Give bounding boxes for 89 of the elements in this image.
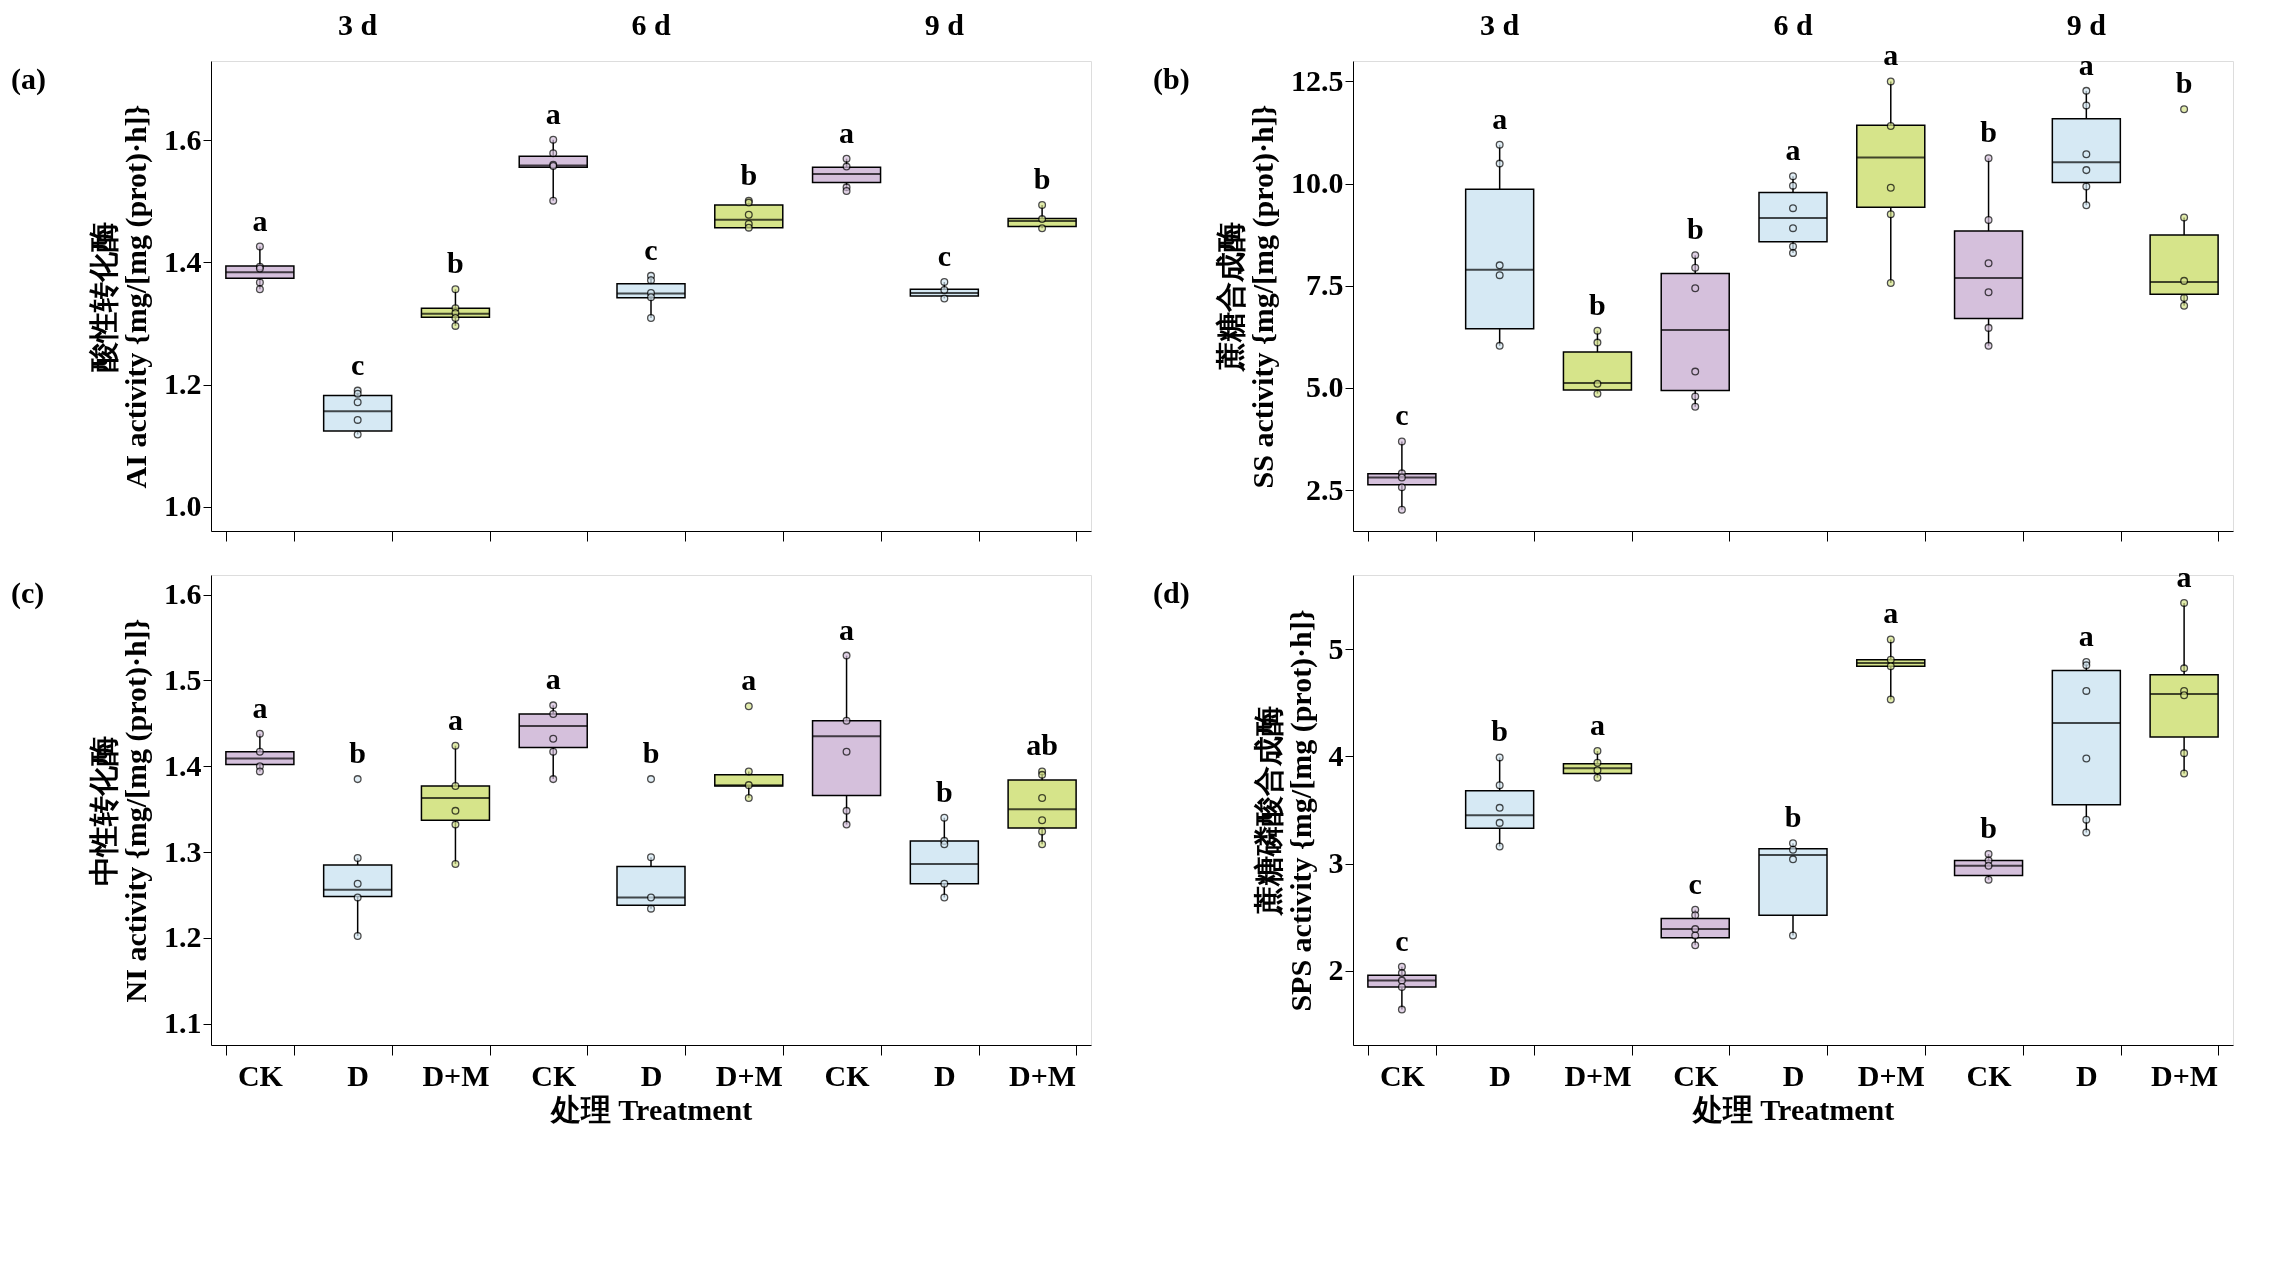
y-tick-label: 10.0 <box>1291 166 1344 200</box>
x-tick-label: D <box>347 1058 369 1092</box>
annotation: a <box>1589 707 1605 741</box>
chart-title: (a) <box>11 62 46 96</box>
x-tick-label: D <box>1489 1058 1511 1092</box>
annotation: a <box>447 702 463 736</box>
annotation: b <box>349 736 367 770</box>
annotation: b <box>1589 287 1606 321</box>
x-tick-label: D <box>934 1058 956 1092</box>
annotation: a <box>741 663 757 697</box>
y-tick-label: 1.3 <box>164 834 202 868</box>
y-tick-label: 2 <box>1328 953 1344 987</box>
x-tick-label: D <box>640 1058 663 1092</box>
text: 3 d <box>1480 8 1520 41</box>
annotation: b <box>1033 162 1051 196</box>
text: 6 d <box>1773 8 1813 41</box>
annotation: a <box>2078 47 2094 81</box>
annotation: b <box>935 774 953 808</box>
chart-title: (c) <box>11 576 45 610</box>
y-tick-label: 4 <box>1328 738 1344 772</box>
annotation: b <box>642 736 660 770</box>
annotation: c <box>937 238 951 272</box>
y-tick-label: 1.4 <box>164 244 202 278</box>
x-tick-label: D+M <box>1857 1058 1925 1092</box>
text: 9 d <box>2066 8 2107 41</box>
y-tick-label: 1.0 <box>164 489 202 523</box>
annotation: a <box>252 690 268 724</box>
y-tick-label: 1.5 <box>164 662 202 696</box>
annotation: b <box>1784 800 1802 834</box>
x-tick-label: CK <box>1966 1058 2013 1092</box>
x-axis-title: 处理 Treatment <box>1691 1092 1895 1126</box>
x-tick-label: D+M <box>1009 1058 1077 1092</box>
text: 9 d <box>924 8 965 41</box>
y-tick-label: 7.5 <box>1306 268 1344 302</box>
text: 6 d <box>631 8 671 41</box>
annotation: a <box>839 115 855 149</box>
annotation: a <box>545 662 561 696</box>
annotation: b <box>1491 714 1509 748</box>
x-tick-label: CK <box>237 1058 284 1092</box>
annotation: a <box>1883 38 1899 72</box>
annotation: ab <box>1026 728 1058 762</box>
annotation: b <box>740 157 758 191</box>
annotation: b <box>2175 66 2193 100</box>
annotation: a <box>2078 618 2094 652</box>
y-axis-title: 蔗糖磷酸合成酶 SPS activity {mg/[mg (prot)·h]} <box>1251 609 1318 1012</box>
x-tick-label: D+M <box>1564 1058 1632 1092</box>
annotation: a <box>252 203 268 237</box>
x-tick-label: D <box>2076 1058 2098 1092</box>
x-tick-label: CK <box>1673 1058 1719 1092</box>
annotation: b <box>1980 115 1997 149</box>
chart-title: (d) <box>1153 576 1190 610</box>
y-tick-label: 1.6 <box>164 577 202 611</box>
x-tick-label: D+M <box>422 1058 490 1092</box>
annotation: a <box>2176 559 2192 593</box>
y-tick-label: 12.5 <box>1291 63 1344 97</box>
y-axis-title: 蔗糖合成酶 SS activity {mg/[mg (prot)·h]} <box>1214 104 1280 489</box>
annotation: b <box>447 246 464 280</box>
y-axis-title: 中性转化酶 NI activity {mg/[mg (prot)·h]} <box>87 618 153 1003</box>
x-tick-label: D+M <box>715 1058 783 1092</box>
y-tick-label: 1.6 <box>164 122 202 156</box>
x-tick-label: CK <box>531 1058 577 1092</box>
annotation: c <box>1395 398 1409 432</box>
annotation: c <box>644 232 658 266</box>
y-tick-label: 5.0 <box>1306 370 1344 404</box>
annotation: b <box>1980 811 1997 844</box>
text: 3 d <box>338 8 378 41</box>
y-tick-label: 2.5 <box>1306 472 1344 506</box>
annotation: a <box>1785 133 1801 167</box>
annotation: a <box>839 612 855 646</box>
x-axis-title: 处理 Treatment <box>549 1092 753 1126</box>
annotation: a <box>1883 596 1899 630</box>
y-tick-label: 1.4 <box>164 748 202 782</box>
x-tick-label: CK <box>824 1058 871 1092</box>
y-tick-label: 1.2 <box>164 920 202 954</box>
chart-title: (b) <box>1153 62 1190 96</box>
y-tick-label: 5 <box>1328 631 1344 665</box>
annotation: c <box>1688 866 1702 900</box>
x-tick-label: CK <box>1379 1058 1426 1092</box>
annotation: c <box>351 347 365 381</box>
annotation: a <box>545 96 561 130</box>
y-tick-label: 3 <box>1328 846 1344 880</box>
y-tick-label: 1.2 <box>164 367 202 401</box>
annotation: c <box>1395 923 1409 957</box>
x-tick-label: D+M <box>2151 1058 2219 1092</box>
x-tick-label: D <box>1782 1058 1805 1092</box>
y-axis-title: 酸性转化酶 AI activity {mg/[mg (prot)·h]} <box>87 104 153 489</box>
annotation: b <box>1686 212 1704 246</box>
annotation: a <box>1492 101 1508 135</box>
y-tick-label: 1.1 <box>164 1006 202 1040</box>
